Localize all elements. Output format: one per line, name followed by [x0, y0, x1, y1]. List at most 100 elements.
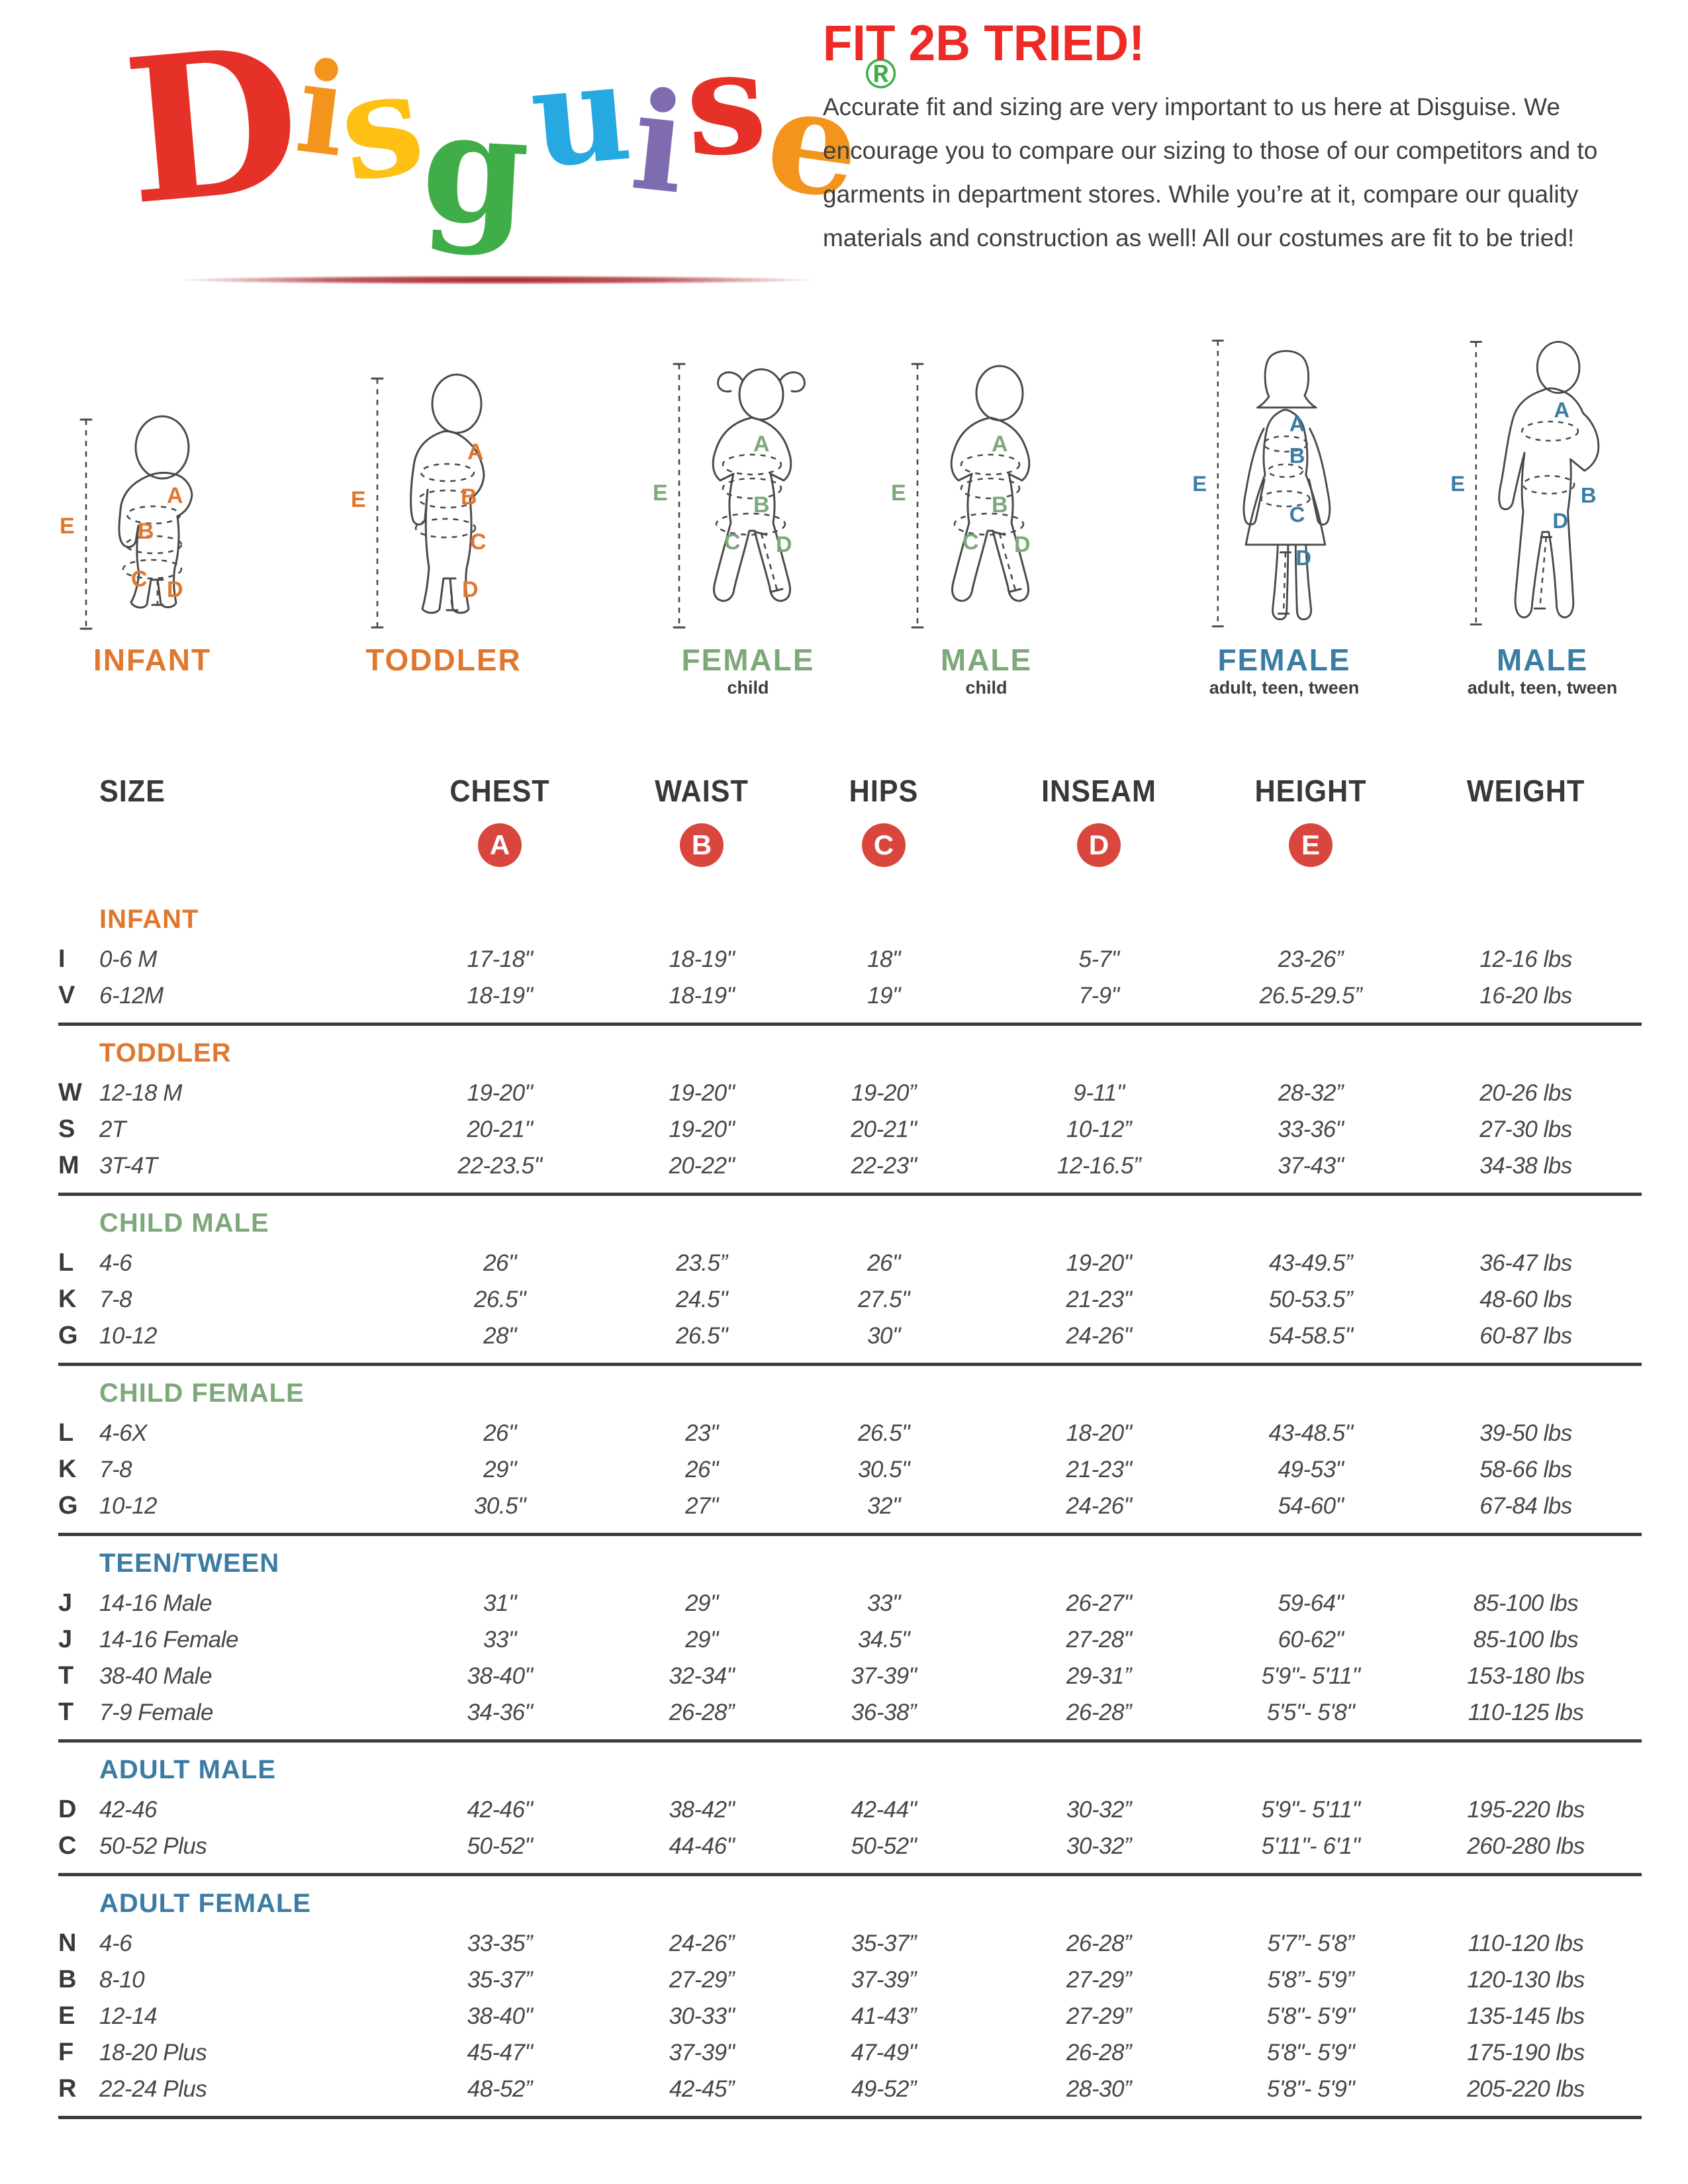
- cell-weight: 85-100 lbs: [1473, 1626, 1579, 1653]
- cell-chest: 22-23.5": [457, 1152, 542, 1179]
- section-header: INFANT: [99, 905, 199, 934]
- table-row: L 4-6X 26" 23" 26.5" 18-20" 43-48.5" 39-…: [58, 1415, 1642, 1451]
- cell-waist: 38-42": [669, 1796, 735, 1823]
- figure-body: [118, 471, 193, 609]
- cell-chest: 18-19": [467, 982, 533, 1009]
- cell-inseam: 10-12”: [1066, 1116, 1132, 1142]
- figure-label: MALE: [940, 643, 1033, 677]
- figure-label: FEMALE: [1217, 643, 1351, 677]
- cell-chest: 26": [483, 1250, 516, 1276]
- cell-weight: 120-130 lbs: [1467, 1966, 1585, 1993]
- hips-measure-ellipse: [1260, 490, 1311, 508]
- cell-weight: 135-145 lbs: [1467, 2003, 1585, 2029]
- mark-inseam: D: [1295, 545, 1311, 570]
- cell-weight: 58-66 lbs: [1479, 1456, 1572, 1482]
- row-code: D: [58, 1796, 77, 1823]
- figure-head: [1536, 341, 1581, 394]
- figure-leg-right: [1294, 545, 1313, 621]
- cell-waist: 32-34": [669, 1662, 735, 1689]
- figure-head: [134, 415, 190, 480]
- toddler-silhouette-illustration: A B C D E: [351, 373, 487, 629]
- column-header-weight: WEIGHT: [1466, 774, 1585, 808]
- row-code: G: [58, 1492, 78, 1520]
- column-header-waist: WAIST: [655, 774, 749, 808]
- cell-waist: 37-39": [669, 2039, 735, 2066]
- mark-waist: B: [753, 492, 770, 518]
- cell-chest: 38-40": [467, 2003, 533, 2029]
- height-line: [1211, 340, 1224, 627]
- cell-hips: 41-43”: [851, 2003, 917, 2029]
- mark-hips: C: [962, 529, 979, 555]
- chest-measure-ellipse: [1262, 435, 1308, 453]
- cell-chest: 20-21": [467, 1116, 533, 1142]
- cell-waist: 23.5”: [676, 1250, 727, 1276]
- section-divider: [58, 1873, 1642, 1876]
- table-row: T 7-9 Female 34-36" 26-28” 36-38” 26-28”…: [58, 1694, 1642, 1731]
- row-code: K: [58, 1455, 77, 1483]
- cell-size: 12-18 M: [99, 1079, 182, 1106]
- logo-letter-0: D: [117, 1, 309, 250]
- waist-measure-ellipse: [960, 477, 1021, 500]
- figure-head: [1256, 349, 1317, 409]
- cell-size: 2T: [99, 1116, 126, 1142]
- page-title: FIT 2B TRIED!: [823, 15, 1145, 71]
- row-code: L: [58, 1419, 74, 1447]
- cell-hips: 36-38”: [851, 1699, 917, 1725]
- row-code: W: [58, 1079, 82, 1107]
- section-header: CHILD FEMALE: [99, 1379, 305, 1408]
- cell-weight: 195-220 lbs: [1467, 1796, 1585, 1823]
- cell-weight: 153-180 lbs: [1467, 1662, 1585, 1689]
- mark-chest: A: [1554, 397, 1570, 422]
- table-row: R 22-24 Plus 48-52” 42-45” 49-52” 28-30”…: [58, 2071, 1642, 2107]
- hips-measure-ellipse: [414, 518, 477, 539]
- section-divider: [58, 1739, 1642, 1743]
- cell-inseam: 26-28”: [1066, 1930, 1132, 1956]
- figure-infant: A B C D E INFANT: [40, 334, 265, 697]
- hips-measure-ellipse: [715, 512, 786, 536]
- male-child-silhouette-illustration: A B C D E: [891, 363, 1031, 629]
- inseam-line: [1277, 551, 1292, 615]
- mark-waist: B: [1581, 482, 1597, 507]
- section-header: TEEN/TWEEN: [99, 1549, 280, 1578]
- cell-size: 7-9 Female: [99, 1699, 214, 1725]
- cell-inseam: 27-29”: [1066, 2003, 1132, 2029]
- table-row: W 12-18 M 19-20" 19-20" 19-20” 9-11" 28-…: [58, 1075, 1642, 1111]
- cell-waist: 24.5": [675, 1286, 728, 1312]
- table-header-row: SIZE CHEST WAIST HIPS INSEAM HEIGHT WEIG…: [58, 769, 1642, 813]
- cell-height: 59-64": [1278, 1590, 1344, 1616]
- measure-badge-d: D: [1077, 823, 1121, 867]
- cell-inseam: 12-16.5”: [1056, 1152, 1141, 1179]
- cell-size: 4-6X: [99, 1420, 147, 1446]
- cell-size: 38-40 Male: [99, 1662, 212, 1689]
- section-header: TODDLER: [99, 1038, 232, 1068]
- cell-weight: 85-100 lbs: [1473, 1590, 1579, 1616]
- cell-size: 4-6: [99, 1250, 132, 1276]
- cell-height: 5'7”- 5'8”: [1267, 1930, 1354, 1956]
- size-table: SIZE CHEST WAIST HIPS INSEAM HEIGHT WEIG…: [58, 769, 1642, 2128]
- cell-hips: 33": [867, 1590, 900, 1616]
- mark-waist: B: [992, 492, 1008, 518]
- table-row: I 0-6 M 17-18" 18-19" 18" 5-7" 23-26” 12…: [58, 941, 1642, 978]
- height-line: [79, 418, 93, 630]
- mark-hips: C: [131, 567, 148, 592]
- cell-weight: 27-30 lbs: [1479, 1116, 1572, 1142]
- section-header: ADULT MALE: [99, 1755, 276, 1784]
- measure-badge-a: A: [478, 823, 522, 867]
- row-code: L: [58, 1249, 74, 1277]
- cell-height: 5'11"- 6'1": [1261, 1833, 1360, 1859]
- mark-inseam: D: [1014, 532, 1031, 557]
- cell-height: 5'8"- 5'9": [1266, 2003, 1355, 2029]
- section-divider: [58, 1193, 1642, 1196]
- height-line: [673, 363, 686, 629]
- cell-inseam: 30-32”: [1066, 1833, 1132, 1859]
- mark-waist: B: [1289, 443, 1305, 468]
- measure-letter-row: A B C D E: [58, 813, 1642, 892]
- cell-size: 12-14: [99, 2003, 158, 2029]
- cell-chest: 19-20": [467, 1079, 533, 1106]
- mark-inseam: D: [776, 532, 792, 557]
- mark-hips: C: [724, 529, 741, 555]
- cell-height: 50-53.5”: [1268, 1286, 1353, 1312]
- section-divider: [58, 2116, 1642, 2119]
- mark-height: E: [1450, 471, 1465, 496]
- cell-height: 26.5-29.5”: [1259, 982, 1362, 1009]
